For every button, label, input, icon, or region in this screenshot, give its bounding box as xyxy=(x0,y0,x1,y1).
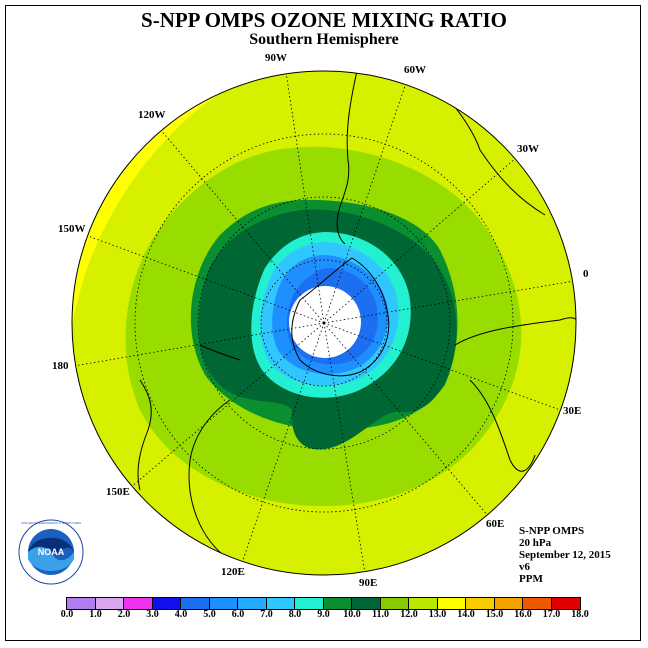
colorbar-tick-label: 4.0 xyxy=(174,609,188,620)
figure-frame xyxy=(5,5,641,641)
map-title: S-NPP OMPS OZONE MIXING RATIO xyxy=(141,8,507,32)
colorbar-segment xyxy=(323,598,352,609)
colorbar-tick-label: 8.0 xyxy=(288,609,302,620)
colorbar-tick-label: 7.0 xyxy=(260,609,273,620)
colorbar-segment xyxy=(209,598,238,609)
noaa-logo: NOAA NATIONAL OCEANIC AND ATMOSPHERIC AD… xyxy=(18,519,84,585)
lon-label-60w: 60W xyxy=(404,64,426,76)
colorbar-segment xyxy=(551,598,580,609)
lon-label-30w: 30W xyxy=(517,143,539,155)
colorbar-segment xyxy=(181,598,210,609)
lon-label-60e: 60E xyxy=(486,518,505,530)
colorbar-tick-label: 0.0 xyxy=(60,609,74,620)
colorbar-tick-label: 1.0 xyxy=(89,609,102,620)
colorbar-tick-label: 18.0 xyxy=(571,609,589,620)
info-units: PPM xyxy=(519,573,543,585)
colorbar-tick-label: 10.0 xyxy=(343,609,361,620)
colorbar-segment xyxy=(352,598,381,609)
lon-label-0: 0 xyxy=(583,268,589,280)
colorbar-tick-label: 9.0 xyxy=(317,609,330,620)
colorbar-segment xyxy=(466,598,495,609)
colorbar-tick-label: 12.0 xyxy=(400,609,418,620)
map-subtitle: Southern Hemisphere xyxy=(249,31,399,48)
product-info: S-NPP OMPS 20 hPa September 12, 2015 v6 … xyxy=(519,525,611,585)
colorbar-tick-label: 17.0 xyxy=(542,609,561,620)
info-instrument: S-NPP OMPS xyxy=(519,525,585,537)
coastlines xyxy=(137,71,576,575)
lon-label-120w: 120W xyxy=(138,109,166,121)
colorbar xyxy=(66,597,581,610)
info-version: v6 xyxy=(519,561,530,573)
lon-label-90e: 90E xyxy=(359,577,378,589)
colorbar-ticks: 0.0 1.0 2.0 3.0 4.0 5.0 6.0 7.0 8.0 9.0 10.0 11.0 12… xyxy=(0,609,648,625)
lon-label-90w: 90W xyxy=(265,52,287,64)
colorbar-segment xyxy=(295,598,324,609)
colorbar-tick-label: 16.0 xyxy=(514,609,532,620)
colorbar-segment xyxy=(380,598,409,609)
colorbar-tick-label: 5.0 xyxy=(203,609,216,620)
colorbar-segment xyxy=(523,598,552,609)
graticule xyxy=(73,71,576,574)
map-outline xyxy=(71,70,577,576)
colorbar-tick-label: 15.0 xyxy=(485,609,504,620)
lon-label-150w: 150W xyxy=(58,223,86,235)
colorbar-tick-label: 14.0 xyxy=(457,609,475,620)
info-date: September 12, 2015 xyxy=(519,549,611,561)
lon-label-180: 180 xyxy=(52,360,69,372)
colorbar-tick-label: 11.0 xyxy=(372,609,389,620)
south-pole-point xyxy=(322,321,326,325)
noaa-logo-text: NOAA xyxy=(38,547,65,557)
colorbar-tick-label: 13.0 xyxy=(428,609,447,620)
colorbar-tick-label: 6.0 xyxy=(231,609,245,620)
colorbar-tick-label: 3.0 xyxy=(146,609,159,620)
lon-label-150e: 150E xyxy=(106,486,130,498)
lon-label-30e: 30E xyxy=(563,405,582,417)
lon-label-120e: 120E xyxy=(221,566,245,578)
colorbar-segment xyxy=(437,598,466,609)
noaa-ring-text: NATIONAL OCEANIC AND ATMOSPHERIC ADMINIS… xyxy=(21,521,81,525)
colorbar-segment xyxy=(152,598,181,609)
colorbar-segment xyxy=(266,598,295,609)
colorbar-segment xyxy=(409,598,438,609)
colorbar-segment xyxy=(494,598,523,609)
colorbar-segment xyxy=(67,598,96,609)
info-level: 20 hPa xyxy=(519,537,552,549)
colorbar-tick-label: 2.0 xyxy=(117,609,131,620)
colorbar-segment xyxy=(124,598,153,609)
colorbar-segment xyxy=(95,598,124,609)
ozone-field xyxy=(72,71,576,575)
colorbar-segment xyxy=(238,598,267,609)
